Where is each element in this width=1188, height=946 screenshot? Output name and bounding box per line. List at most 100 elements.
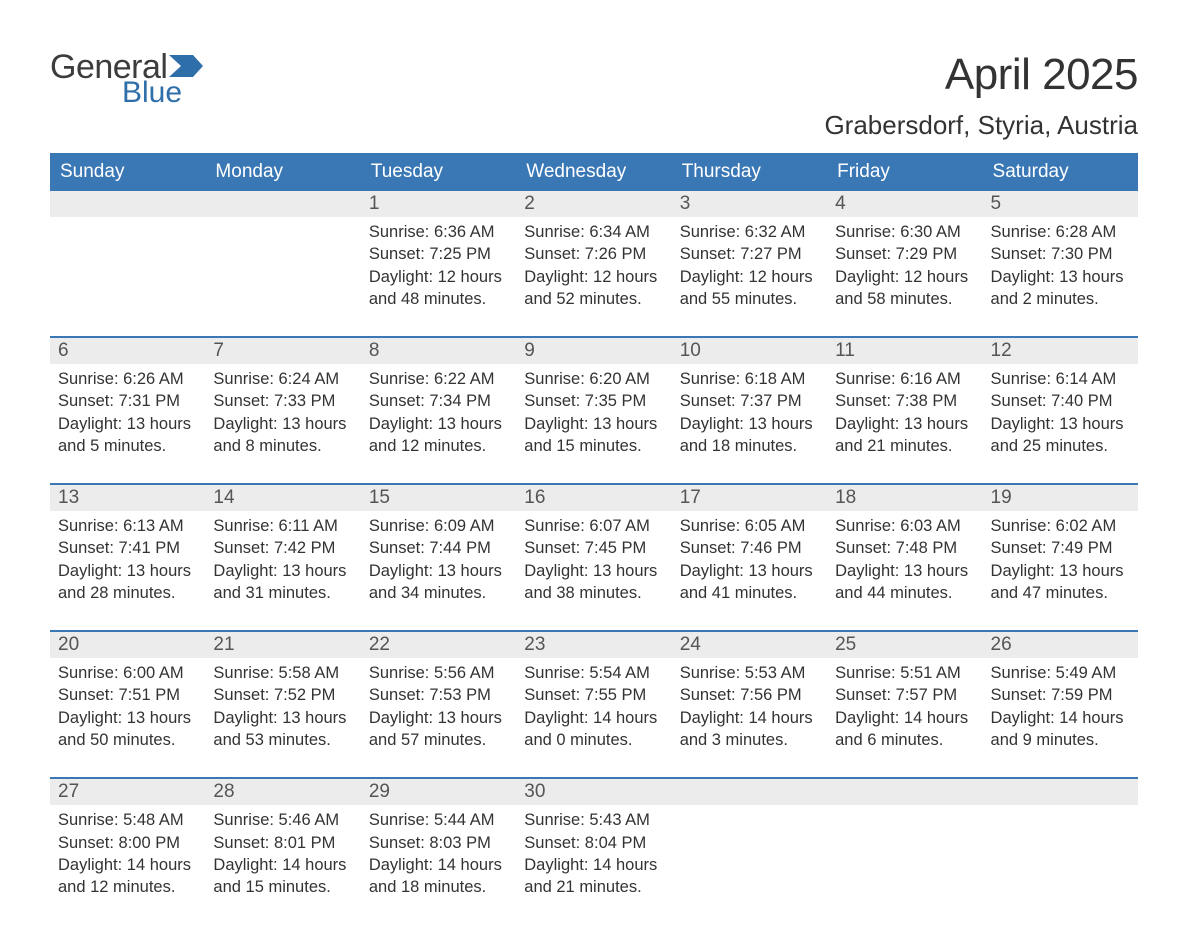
daylight-text: Daylight: 13 hours bbox=[835, 560, 974, 582]
day-details: Sunrise: 5:46 AMSunset: 8:01 PMDaylight:… bbox=[205, 805, 360, 898]
weekday-header: Sunday bbox=[50, 153, 205, 191]
day-details: Sunrise: 6:05 AMSunset: 7:46 PMDaylight:… bbox=[672, 511, 827, 604]
calendar-day: 17Sunrise: 6:05 AMSunset: 7:46 PMDayligh… bbox=[672, 485, 827, 612]
day-number: 4 bbox=[827, 191, 982, 217]
daylight-text: and 44 minutes. bbox=[835, 582, 974, 604]
sunset-text: Sunset: 7:26 PM bbox=[524, 243, 663, 265]
calendar-day: 6Sunrise: 6:26 AMSunset: 7:31 PMDaylight… bbox=[50, 338, 205, 465]
day-details: Sunrise: 5:54 AMSunset: 7:55 PMDaylight:… bbox=[516, 658, 671, 751]
day-details: Sunrise: 6:09 AMSunset: 7:44 PMDaylight:… bbox=[361, 511, 516, 604]
day-details: Sunrise: 5:44 AMSunset: 8:03 PMDaylight:… bbox=[361, 805, 516, 898]
sunset-text: Sunset: 7:40 PM bbox=[991, 390, 1130, 412]
calendar-day: 5Sunrise: 6:28 AMSunset: 7:30 PMDaylight… bbox=[983, 191, 1138, 318]
sunrise-text: Sunrise: 6:16 AM bbox=[835, 368, 974, 390]
calendar-day: 20Sunrise: 6:00 AMSunset: 7:51 PMDayligh… bbox=[50, 632, 205, 759]
daylight-text: and 21 minutes. bbox=[524, 876, 663, 898]
calendar-day: 9Sunrise: 6:20 AMSunset: 7:35 PMDaylight… bbox=[516, 338, 671, 465]
day-details: Sunrise: 6:11 AMSunset: 7:42 PMDaylight:… bbox=[205, 511, 360, 604]
weeks-container: 1Sunrise: 6:36 AMSunset: 7:25 PMDaylight… bbox=[50, 191, 1138, 906]
day-number bbox=[672, 779, 827, 805]
daylight-text: and 12 minutes. bbox=[58, 876, 197, 898]
sunset-text: Sunset: 7:42 PM bbox=[213, 537, 352, 559]
daylight-text: Daylight: 14 hours bbox=[524, 707, 663, 729]
day-details bbox=[983, 805, 1138, 809]
sunset-text: Sunset: 7:46 PM bbox=[680, 537, 819, 559]
calendar-day: 7Sunrise: 6:24 AMSunset: 7:33 PMDaylight… bbox=[205, 338, 360, 465]
daylight-text: Daylight: 14 hours bbox=[524, 854, 663, 876]
daylight-text: and 34 minutes. bbox=[369, 582, 508, 604]
sunset-text: Sunset: 7:38 PM bbox=[835, 390, 974, 412]
weekday-header: Friday bbox=[827, 153, 982, 191]
sunrise-text: Sunrise: 6:14 AM bbox=[991, 368, 1130, 390]
sunrise-text: Sunrise: 6:02 AM bbox=[991, 515, 1130, 537]
calendar-day: 4Sunrise: 6:30 AMSunset: 7:29 PMDaylight… bbox=[827, 191, 982, 318]
daylight-text: Daylight: 13 hours bbox=[58, 707, 197, 729]
day-number: 27 bbox=[50, 779, 205, 805]
day-details: Sunrise: 6:30 AMSunset: 7:29 PMDaylight:… bbox=[827, 217, 982, 310]
logo-word-blue: Blue bbox=[122, 78, 203, 108]
sunset-text: Sunset: 7:27 PM bbox=[680, 243, 819, 265]
day-details: Sunrise: 6:20 AMSunset: 7:35 PMDaylight:… bbox=[516, 364, 671, 457]
day-number: 14 bbox=[205, 485, 360, 511]
day-details: Sunrise: 6:02 AMSunset: 7:49 PMDaylight:… bbox=[983, 511, 1138, 604]
weekday-header: Wednesday bbox=[516, 153, 671, 191]
daylight-text: Daylight: 14 hours bbox=[58, 854, 197, 876]
day-details: Sunrise: 5:58 AMSunset: 7:52 PMDaylight:… bbox=[205, 658, 360, 751]
sunset-text: Sunset: 7:52 PM bbox=[213, 684, 352, 706]
daylight-text: Daylight: 13 hours bbox=[58, 560, 197, 582]
day-details: Sunrise: 6:24 AMSunset: 7:33 PMDaylight:… bbox=[205, 364, 360, 457]
calendar-day: 18Sunrise: 6:03 AMSunset: 7:48 PMDayligh… bbox=[827, 485, 982, 612]
sunrise-text: Sunrise: 5:51 AM bbox=[835, 662, 974, 684]
sunset-text: Sunset: 7:37 PM bbox=[680, 390, 819, 412]
day-details: Sunrise: 5:48 AMSunset: 8:00 PMDaylight:… bbox=[50, 805, 205, 898]
title-block: April 2025 Grabersdorf, Styria, Austria bbox=[824, 50, 1138, 141]
calendar-week: 6Sunrise: 6:26 AMSunset: 7:31 PMDaylight… bbox=[50, 336, 1138, 465]
daylight-text: Daylight: 13 hours bbox=[835, 413, 974, 435]
sunset-text: Sunset: 8:01 PM bbox=[213, 832, 352, 854]
daylight-text: and 18 minutes. bbox=[680, 435, 819, 457]
sunrise-text: Sunrise: 5:48 AM bbox=[58, 809, 197, 831]
day-number: 17 bbox=[672, 485, 827, 511]
sunrise-text: Sunrise: 6:18 AM bbox=[680, 368, 819, 390]
sunrise-text: Sunrise: 6:30 AM bbox=[835, 221, 974, 243]
day-number: 18 bbox=[827, 485, 982, 511]
sunset-text: Sunset: 7:30 PM bbox=[991, 243, 1130, 265]
day-details: Sunrise: 6:07 AMSunset: 7:45 PMDaylight:… bbox=[516, 511, 671, 604]
calendar-day: 10Sunrise: 6:18 AMSunset: 7:37 PMDayligh… bbox=[672, 338, 827, 465]
day-number: 28 bbox=[205, 779, 360, 805]
calendar-day: 11Sunrise: 6:16 AMSunset: 7:38 PMDayligh… bbox=[827, 338, 982, 465]
daylight-text: Daylight: 13 hours bbox=[369, 413, 508, 435]
day-number: 23 bbox=[516, 632, 671, 658]
day-number: 20 bbox=[50, 632, 205, 658]
calendar-day: 2Sunrise: 6:34 AMSunset: 7:26 PMDaylight… bbox=[516, 191, 671, 318]
day-number bbox=[50, 191, 205, 217]
sunrise-text: Sunrise: 6:28 AM bbox=[991, 221, 1130, 243]
calendar-day: 15Sunrise: 6:09 AMSunset: 7:44 PMDayligh… bbox=[361, 485, 516, 612]
page-header: General Blue April 2025 Grabersdorf, Sty… bbox=[50, 50, 1138, 141]
day-details: Sunrise: 6:00 AMSunset: 7:51 PMDaylight:… bbox=[50, 658, 205, 751]
day-details: Sunrise: 6:34 AMSunset: 7:26 PMDaylight:… bbox=[516, 217, 671, 310]
day-number: 21 bbox=[205, 632, 360, 658]
daylight-text: Daylight: 13 hours bbox=[213, 413, 352, 435]
day-number: 16 bbox=[516, 485, 671, 511]
weekday-header: Tuesday bbox=[361, 153, 516, 191]
calendar-day: 1Sunrise: 6:36 AMSunset: 7:25 PMDaylight… bbox=[361, 191, 516, 318]
day-number: 29 bbox=[361, 779, 516, 805]
day-number: 26 bbox=[983, 632, 1138, 658]
calendar-day: 30Sunrise: 5:43 AMSunset: 8:04 PMDayligh… bbox=[516, 779, 671, 906]
day-number: 25 bbox=[827, 632, 982, 658]
sunset-text: Sunset: 7:49 PM bbox=[991, 537, 1130, 559]
calendar-day: 24Sunrise: 5:53 AMSunset: 7:56 PMDayligh… bbox=[672, 632, 827, 759]
sunset-text: Sunset: 7:33 PM bbox=[213, 390, 352, 412]
sunrise-text: Sunrise: 5:44 AM bbox=[369, 809, 508, 831]
daylight-text: and 0 minutes. bbox=[524, 729, 663, 751]
day-details: Sunrise: 6:13 AMSunset: 7:41 PMDaylight:… bbox=[50, 511, 205, 604]
daylight-text: Daylight: 13 hours bbox=[680, 560, 819, 582]
day-number: 30 bbox=[516, 779, 671, 805]
day-details: Sunrise: 5:56 AMSunset: 7:53 PMDaylight:… bbox=[361, 658, 516, 751]
daylight-text: and 53 minutes. bbox=[213, 729, 352, 751]
day-details bbox=[827, 805, 982, 809]
daylight-text: and 52 minutes. bbox=[524, 288, 663, 310]
day-details: Sunrise: 5:51 AMSunset: 7:57 PMDaylight:… bbox=[827, 658, 982, 751]
sunset-text: Sunset: 7:25 PM bbox=[369, 243, 508, 265]
